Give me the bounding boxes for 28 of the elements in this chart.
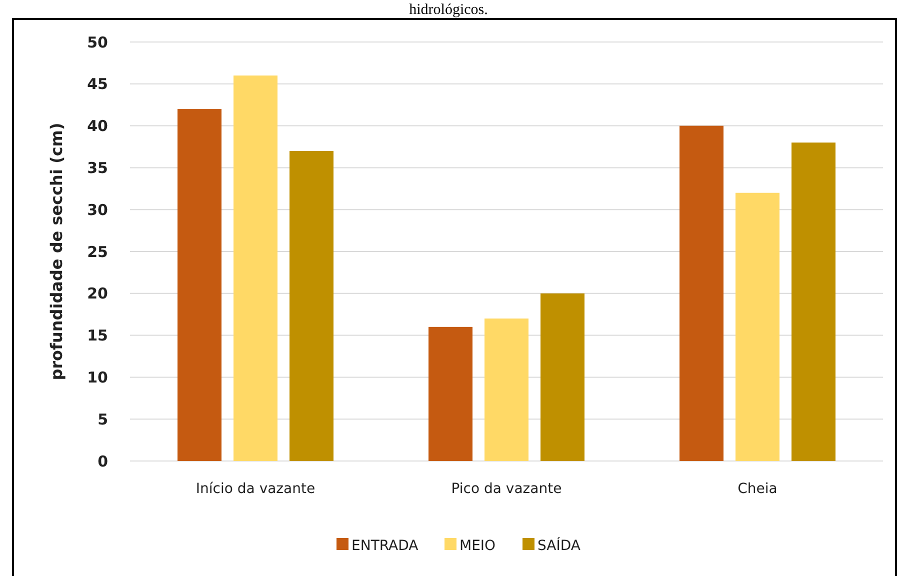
y-tick-label: 15 (87, 326, 108, 345)
x-tick-label: Início da vazante (196, 481, 316, 497)
x-tick-label: Pico da vazante (451, 481, 562, 497)
y-tick-label: 50 (87, 33, 108, 52)
y-tick-label: 40 (87, 117, 108, 136)
y-tick-label: 20 (87, 284, 108, 303)
legend-label: SAÍDA (538, 536, 581, 554)
bar (736, 192, 780, 461)
legend-label: ENTRADA (352, 538, 419, 554)
bar (484, 318, 528, 461)
bar (290, 150, 334, 461)
y-tick-label: 25 (87, 242, 108, 261)
y-tick-label: 10 (87, 368, 108, 386)
bar (428, 326, 472, 461)
bar (792, 142, 836, 461)
y-tick-label: 30 (87, 200, 108, 219)
text: hidrológicos. (409, 2, 488, 18)
y-tick-label: 0 (98, 452, 108, 470)
bar (680, 126, 724, 461)
legend-label: MEIO (460, 538, 496, 554)
y-tick-label: 35 (87, 158, 108, 177)
bar (540, 293, 584, 461)
bar (178, 109, 222, 461)
bar (234, 76, 278, 461)
y-tick-label: 45 (87, 75, 108, 94)
x-tick-label: Cheia (738, 481, 778, 497)
y-axis-title: profundidade de secchi (cm) (47, 122, 66, 380)
y-tick-label: 5 (98, 410, 108, 428)
